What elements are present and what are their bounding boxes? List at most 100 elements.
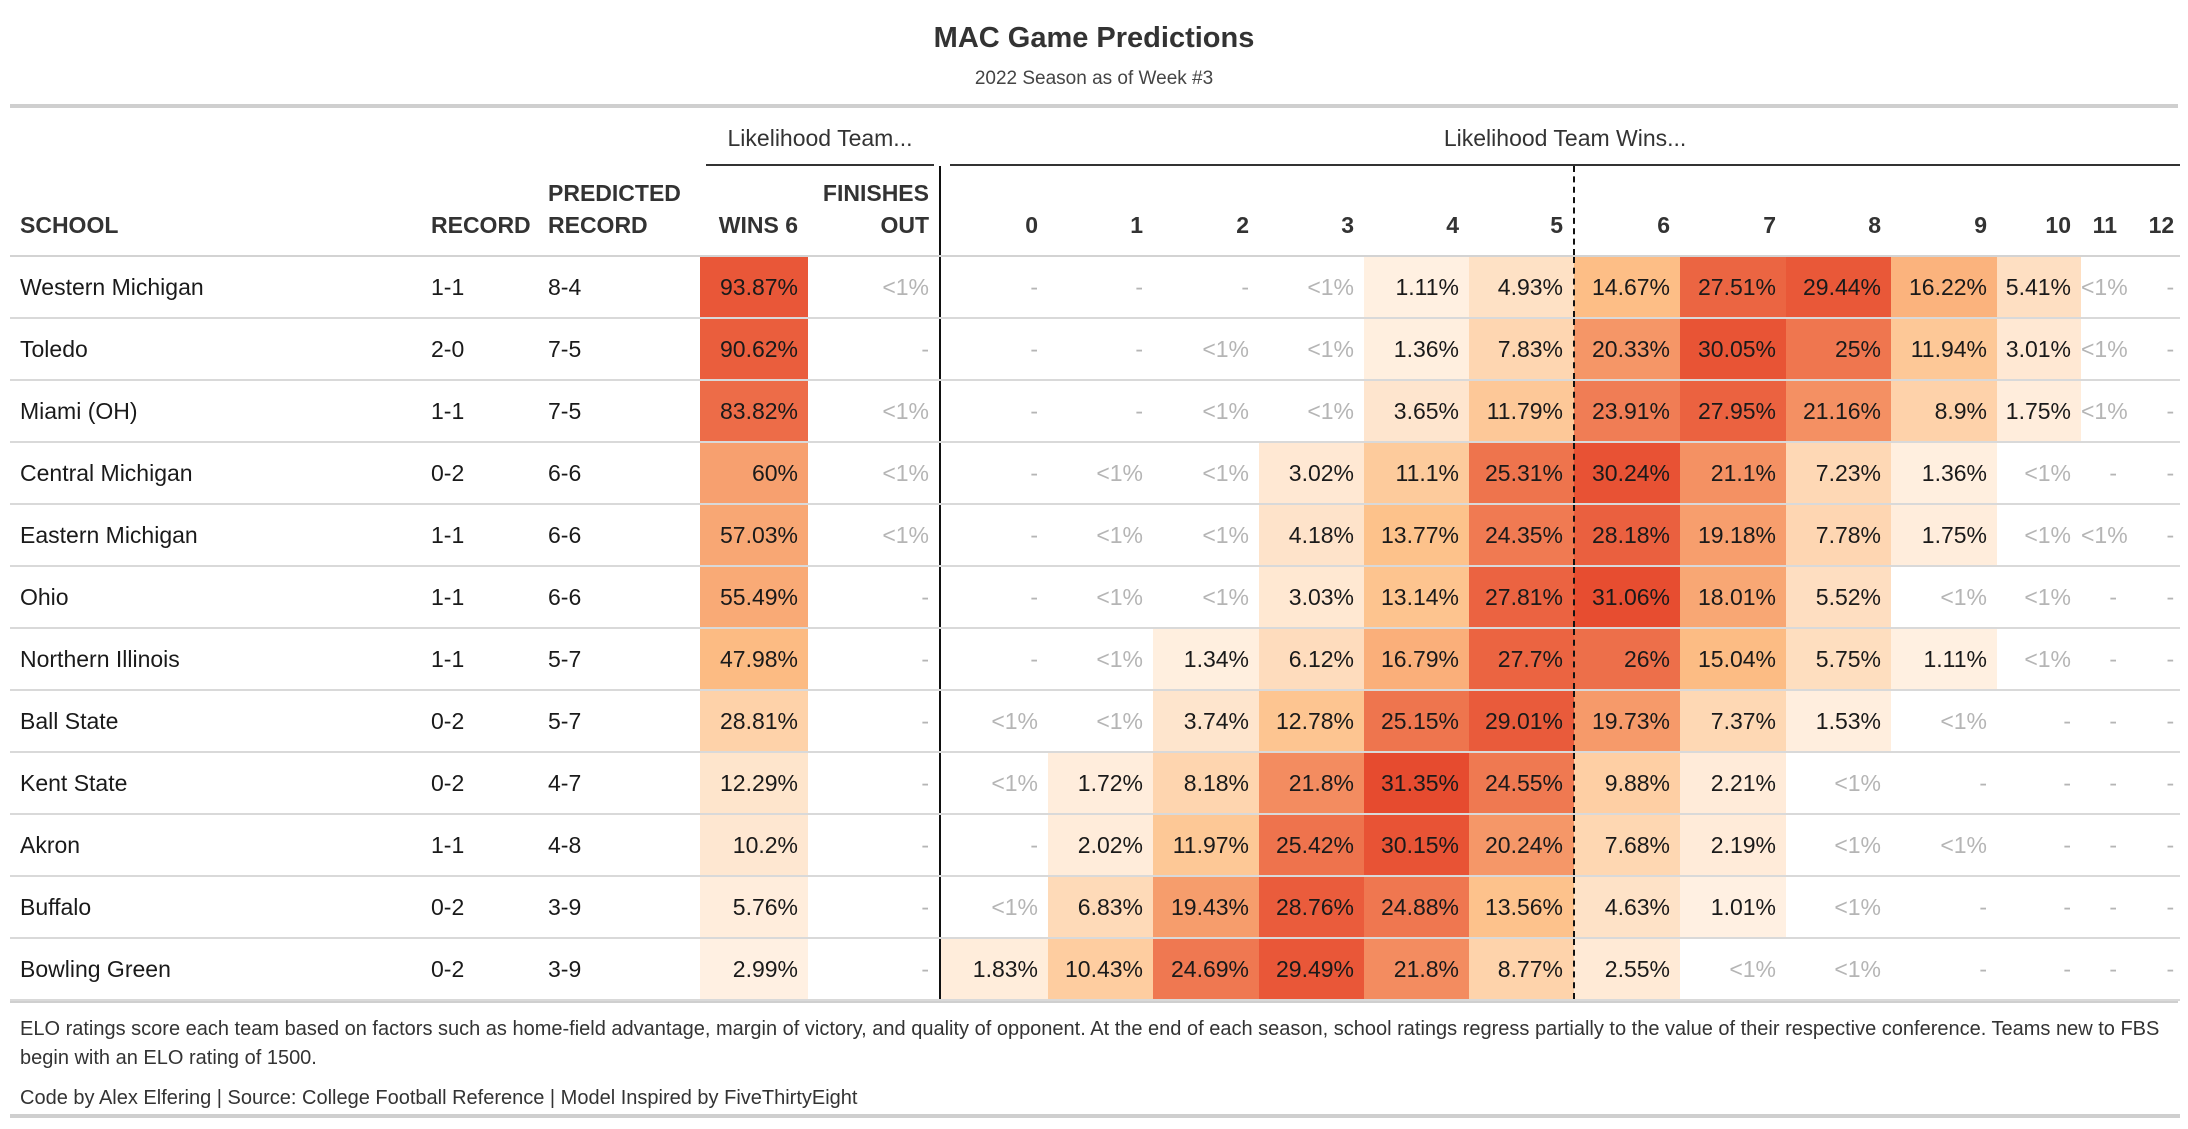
- wins-7-cell: 7.37%: [1680, 690, 1786, 753]
- finishes-out-cell: -: [808, 752, 941, 815]
- wins-11-cell: -: [2081, 876, 2127, 939]
- wins-7-cell: 15.04%: [1680, 628, 1786, 691]
- wins-6-cell: 28.18%: [1574, 504, 1680, 567]
- wins6-cell: 93.87%: [700, 256, 808, 319]
- predictions-table: Likelihood Team... Likelihood Team Wins.…: [10, 108, 2181, 1001]
- wins-6-cell: 26%: [1574, 628, 1680, 691]
- wins-8-cell: 7.23%: [1786, 442, 1891, 505]
- wins-7-cell: <1%: [1680, 938, 1786, 1001]
- col-finishes-line1: FINISHES: [822, 180, 929, 206]
- wins-8-cell: <1%: [1786, 752, 1891, 815]
- predicted-record-cell: 7-5: [538, 380, 700, 443]
- record-cell: 0-2: [421, 938, 538, 1001]
- wins-7-cell: 2.21%: [1680, 752, 1786, 815]
- wins-12-cell: -: [2127, 814, 2181, 877]
- wins-0-cell: -: [940, 442, 1048, 505]
- table-row: Ohio 1-1 6-6 55.49% - - <1% <1% 3.03% 13.14% 27.81…: [10, 566, 2181, 629]
- wins-4-cell: 30.15%: [1364, 814, 1469, 877]
- spanner-row: Likelihood Team... Likelihood Team Wins.…: [10, 108, 2181, 166]
- wins-4-cell: 11.1%: [1364, 442, 1469, 505]
- wins-0-cell: <1%: [940, 690, 1048, 753]
- col-wins-11: 11: [2081, 166, 2127, 257]
- wins-3-cell: <1%: [1259, 256, 1364, 319]
- wins-5-cell: 29.01%: [1469, 690, 1575, 753]
- wins-0-cell: <1%: [940, 876, 1048, 939]
- footer-rule: [10, 1001, 2178, 1003]
- chart-title: MAC Game Predictions: [933, 22, 1255, 54]
- wins-8-cell: <1%: [1786, 814, 1891, 877]
- wins-9-cell: 1.36%: [1891, 442, 1997, 505]
- record-cell: 0-2: [421, 876, 538, 939]
- record-cell: 1-1: [421, 380, 538, 443]
- table-row: Central Michigan 0-2 6-6 60% <1% - <1% <1% 3.02%…: [10, 442, 2181, 505]
- col-wins-0: 0: [940, 166, 1048, 257]
- wins-2-cell: 1.34%: [1153, 628, 1259, 691]
- col-wins-1: 1: [1048, 166, 1153, 257]
- predicted-record-cell: 6-6: [538, 442, 700, 505]
- wins-1-cell: <1%: [1048, 690, 1153, 753]
- wins-2-cell: <1%: [1153, 566, 1259, 629]
- predicted-record-cell: 3-9: [538, 938, 700, 1001]
- wins-1-cell: 1.72%: [1048, 752, 1153, 815]
- wins-6-cell: 4.63%: [1574, 876, 1680, 939]
- finishes-out-cell: -: [808, 566, 941, 629]
- wins-3-cell: <1%: [1259, 318, 1364, 381]
- wins6-cell: 60%: [700, 442, 808, 505]
- table-row: Buffalo 0-2 3-9 5.76% - <1% 6.83% 19.43% 28.76% 2…: [10, 876, 2181, 939]
- wins-0-cell: -: [940, 318, 1048, 381]
- record-cell: 0-2: [421, 752, 538, 815]
- wins-10-cell: 1.75%: [1997, 380, 2081, 443]
- finishes-out-cell: <1%: [808, 256, 941, 319]
- wins-4-cell: 25.15%: [1364, 690, 1469, 753]
- col-finishes-line2: OUT: [880, 212, 929, 238]
- wins-2-cell: 11.97%: [1153, 814, 1259, 877]
- wins-7-cell: 1.01%: [1680, 876, 1786, 939]
- wins-1-cell: 6.83%: [1048, 876, 1153, 939]
- wins-5-cell: 25.31%: [1469, 442, 1575, 505]
- school-cell: Central Michigan: [10, 442, 421, 505]
- wins-8-cell: 21.16%: [1786, 380, 1891, 443]
- finishes-out-cell: -: [808, 876, 941, 939]
- predicted-record-cell: 4-7: [538, 752, 700, 815]
- wins-8-cell: 5.75%: [1786, 628, 1891, 691]
- wins-6-cell: 31.06%: [1574, 566, 1680, 629]
- wins-9-cell: 16.22%: [1891, 256, 1997, 319]
- wins-10-cell: -: [1997, 938, 2081, 1001]
- predicted-record-cell: 3-9: [538, 876, 700, 939]
- wins6-cell: 57.03%: [700, 504, 808, 567]
- record-cell: 0-2: [421, 690, 538, 753]
- col-record: RECORD: [421, 166, 538, 257]
- wins-4-cell: 21.8%: [1364, 938, 1469, 1001]
- wins-2-cell: 3.74%: [1153, 690, 1259, 753]
- wins-0-cell: -: [940, 566, 1048, 629]
- wins-10-cell: <1%: [1997, 628, 2081, 691]
- wins-9-cell: -: [1891, 752, 1997, 815]
- finishes-out-cell: -: [808, 690, 941, 753]
- table-row: Northern Illinois 1-1 5-7 47.98% - - <1% 1.34% 6…: [10, 628, 2181, 691]
- wins-4-cell: 16.79%: [1364, 628, 1469, 691]
- wins-3-cell: 3.03%: [1259, 566, 1364, 629]
- wins-6-cell: 19.73%: [1574, 690, 1680, 753]
- finishes-out-cell: <1%: [808, 442, 941, 505]
- wins-1-cell: <1%: [1048, 628, 1153, 691]
- chart-subtitle: 2022 Season as of Week #3: [974, 68, 1214, 89]
- wins-7-cell: 21.1%: [1680, 442, 1786, 505]
- wins-11-cell: <1%: [2081, 318, 2128, 381]
- wins-11-cell: -: [2081, 442, 2127, 505]
- table-row: Eastern Michigan 1-1 6-6 57.03% <1% - <1% <1% 4.…: [10, 504, 2181, 567]
- wins-12-cell: -: [2127, 876, 2181, 939]
- wins-12-cell: -: [2127, 628, 2181, 691]
- wins-11-cell: <1%: [2081, 256, 2128, 319]
- finishes-out-cell: <1%: [808, 380, 941, 443]
- col-school: SCHOOL: [10, 166, 421, 257]
- wins-1-cell: <1%: [1048, 442, 1153, 505]
- wins-12-cell: -: [2127, 380, 2181, 443]
- wins-12-cell: -: [2127, 566, 2181, 629]
- wins-1-cell: 2.02%: [1048, 814, 1153, 877]
- wins-5-cell: 11.79%: [1469, 380, 1575, 443]
- school-cell: Ohio: [10, 566, 421, 629]
- wins-1-cell: -: [1048, 256, 1153, 319]
- wins-10-cell: -: [1997, 876, 2081, 939]
- wins-10-cell: <1%: [1997, 504, 2081, 567]
- wins-9-cell: <1%: [1891, 814, 1997, 877]
